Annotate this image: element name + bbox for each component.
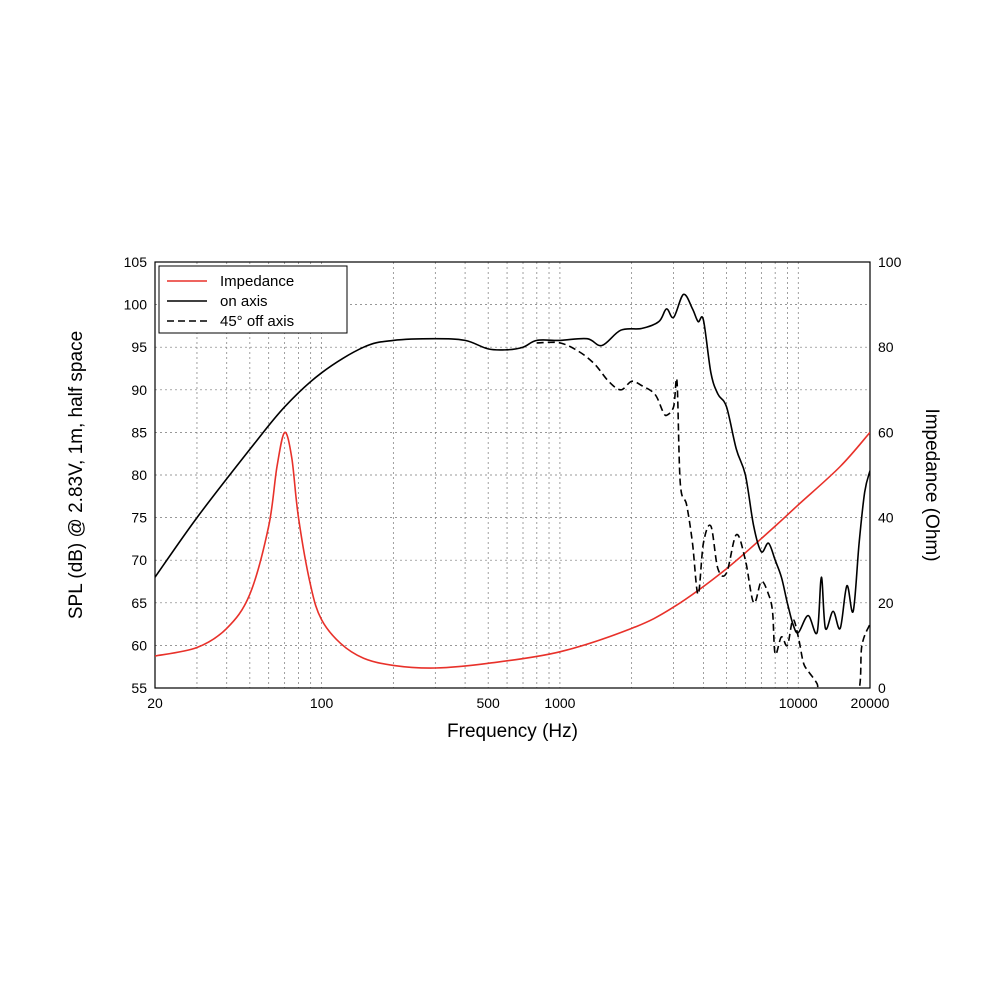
y-right-tick-label: 60 — [878, 424, 894, 440]
legend-label-impedance: Impedance — [220, 273, 294, 290]
y-right-tick-label: 0 — [878, 680, 886, 696]
y-right-axis-title: Impedance (Ohm) — [921, 408, 942, 561]
x-tick-label: 20 — [147, 695, 163, 711]
legend-label-off-axis: 45° off axis — [220, 313, 294, 330]
x-tick-label: 100 — [310, 695, 334, 711]
legend-box — [158, 265, 348, 334]
x-tick-label: 20000 — [851, 695, 890, 711]
grid — [155, 262, 870, 688]
y-right-tick-label: 20 — [878, 595, 894, 611]
y-left-tick-label: 95 — [131, 339, 147, 355]
series-layer — [155, 293, 870, 688]
y-right-tick-label: 80 — [878, 339, 894, 355]
y-right-tick-label: 100 — [878, 254, 902, 270]
series-line-impedance — [155, 431, 870, 669]
series-line-off-axis — [536, 341, 870, 688]
legend-label-on-axis: on axis — [220, 293, 268, 310]
y-left-tick-label: 75 — [131, 510, 147, 526]
y-left-tick-label: 80 — [131, 467, 147, 483]
y-left-tick-label: 100 — [124, 297, 148, 313]
y-right-tick-label: 40 — [878, 510, 894, 526]
x-tick-label: 10000 — [779, 695, 818, 711]
legend: Impedance on axis 45° off axis — [158, 265, 348, 334]
series-line-on-axis — [155, 293, 870, 635]
y-left-tick-label: 60 — [131, 637, 147, 653]
x-tick-label: 500 — [476, 695, 500, 711]
y-left-tick-label: 90 — [131, 382, 147, 398]
x-axis-title: Frequency (Hz) — [447, 721, 578, 742]
tick-labels: 20 100 500 1000 10000 20000556065707580859095… — [124, 254, 902, 711]
plot-frame — [154, 261, 871, 689]
y-left-tick-label: 85 — [131, 424, 147, 440]
y-left-tick-label: 70 — [131, 552, 147, 568]
y-left-axis-title: SPL (dB) @ 2.83V, 1m, half space — [66, 331, 87, 619]
y-left-tick-label: 65 — [131, 595, 147, 611]
y-left-tick-label: 105 — [124, 254, 148, 270]
y-left-tick-label: 55 — [131, 680, 147, 696]
x-tick-label: 1000 — [544, 695, 575, 711]
